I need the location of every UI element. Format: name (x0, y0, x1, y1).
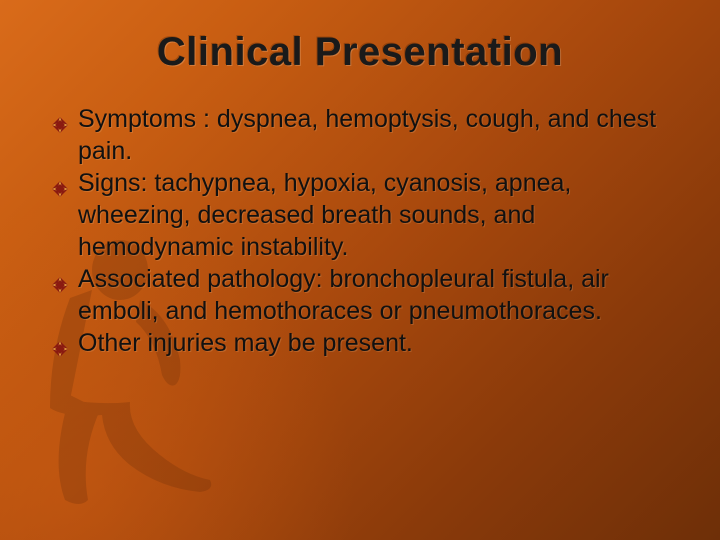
diamond-bullet-icon (52, 333, 68, 349)
diamond-bullet-icon (52, 109, 68, 125)
list-item-text: Signs: tachypnea, hypoxia, cyanosis, apn… (78, 169, 571, 261)
list-item: Signs: tachypnea, hypoxia, cyanosis, apn… (50, 167, 670, 263)
slide: Clinical Presentation Symptoms : dyspnea… (0, 0, 720, 540)
list-item-text: Other injuries may be present. (78, 329, 413, 357)
bullet-list: Symptoms : dyspnea, hemoptysis, cough, a… (50, 103, 670, 359)
list-item: Other injuries may be present. (50, 327, 670, 359)
list-item-text: Associated pathology: bronchopleural fis… (78, 265, 609, 325)
diamond-bullet-icon (52, 173, 68, 189)
list-item: Associated pathology: bronchopleural fis… (50, 263, 670, 327)
list-item-text: Symptoms : dyspnea, hemoptysis, cough, a… (78, 105, 656, 165)
diamond-bullet-icon (52, 269, 68, 285)
slide-title: Clinical Presentation (50, 30, 670, 75)
list-item: Symptoms : dyspnea, hemoptysis, cough, a… (50, 103, 670, 167)
